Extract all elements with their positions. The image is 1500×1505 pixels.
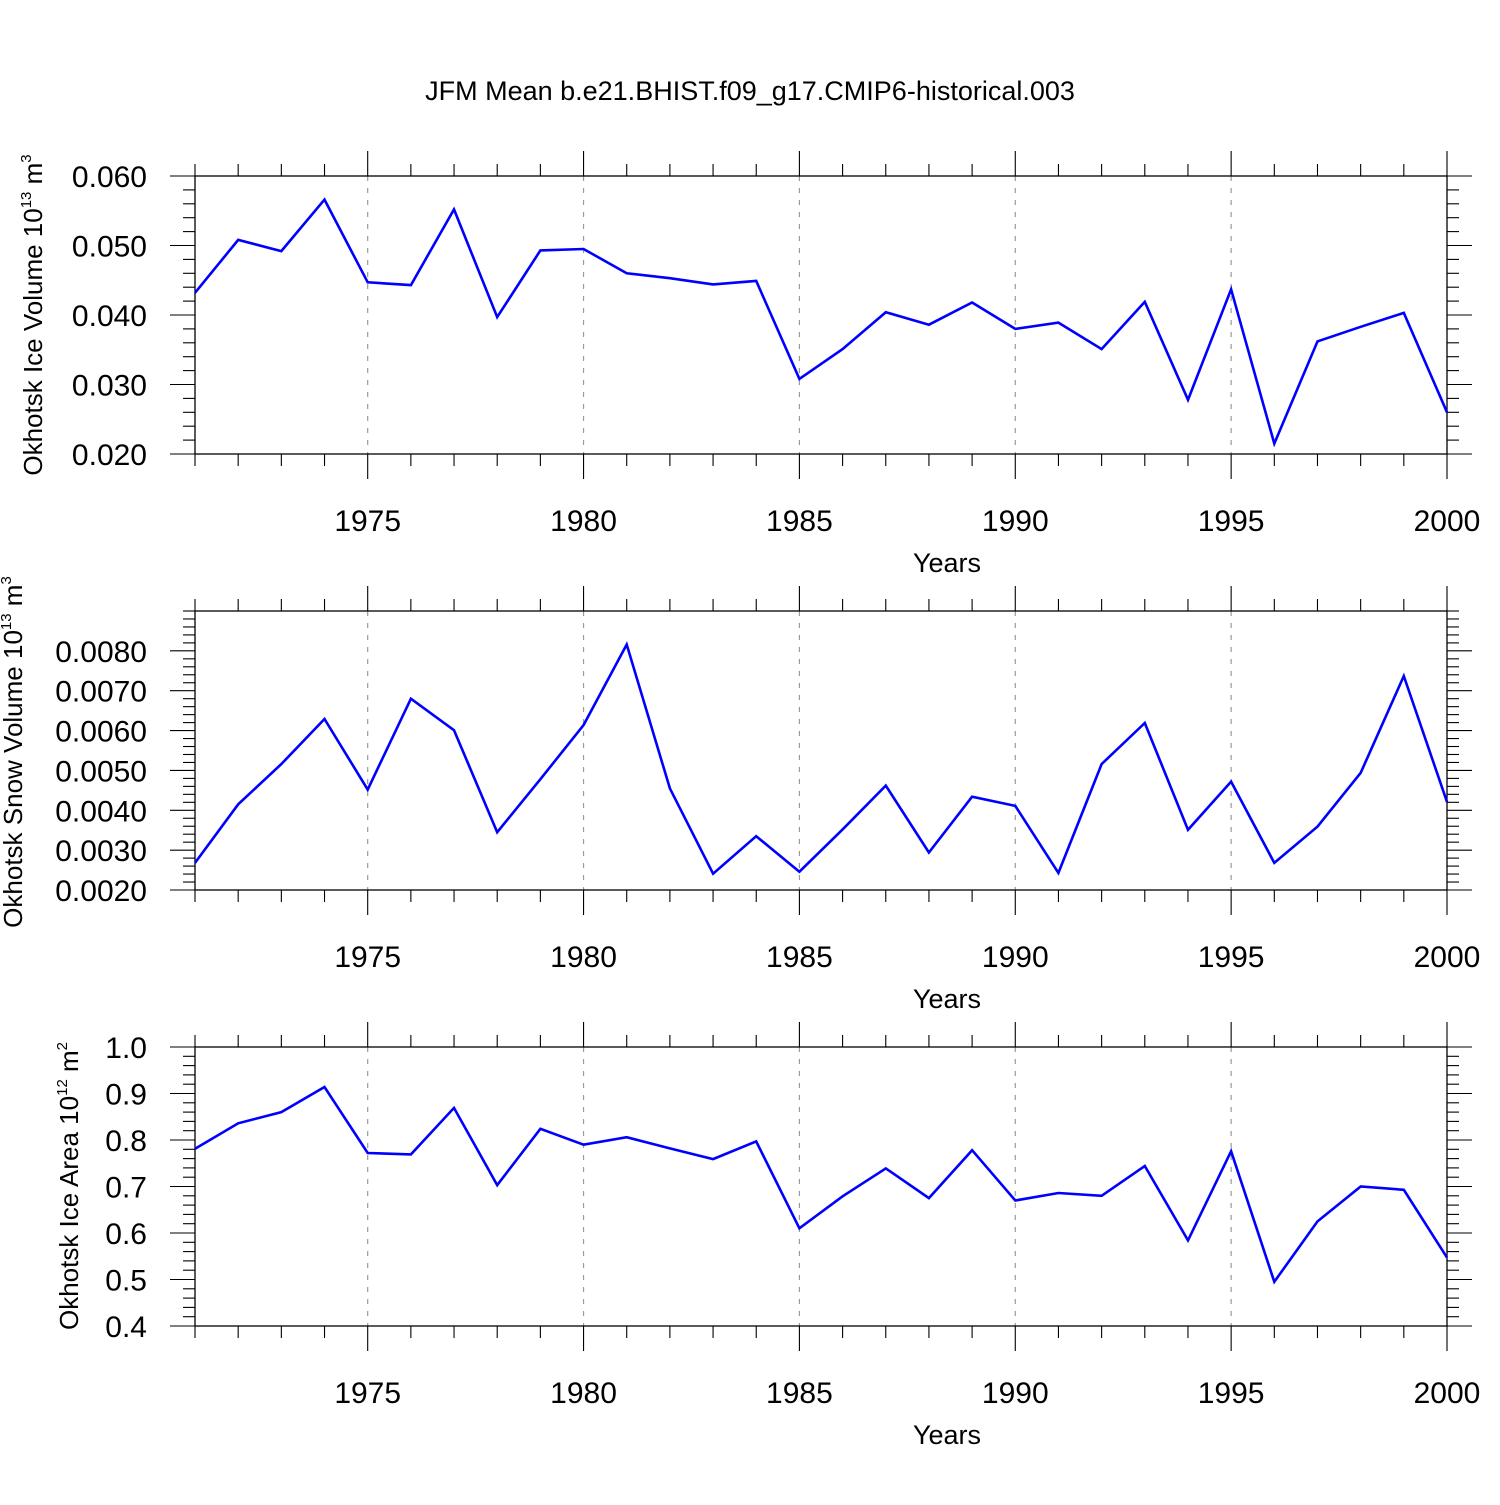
y-tick-label: 0.020 — [72, 439, 147, 472]
y-axis-title: Okhotsk Snow Volume 1013 m3 — [0, 576, 28, 928]
x-tick-label: 1985 — [766, 941, 833, 974]
series-line-okhotsk-ice-volume — [193, 197, 1449, 448]
plot-frame — [194, 610, 1448, 891]
x-axis-title: Years — [913, 984, 981, 1014]
y-tick-label: 0.040 — [72, 300, 147, 333]
x-tick-label: 1980 — [550, 1377, 617, 1410]
y-tick-label: 0.0020 — [55, 875, 147, 908]
y-tick-label: 0.4 — [105, 1311, 147, 1344]
x-tick-label: 1980 — [550, 505, 617, 538]
y-tick-label: 0.050 — [72, 231, 147, 264]
y-title-superscript: 13 — [18, 192, 35, 209]
panel-2: 1975 1980 1985 1990 1995 2000 0.0020 0.0030 0.00… — [0, 576, 1480, 1014]
x-tick-label: 1990 — [982, 941, 1049, 974]
y-tick-label: 0.6 — [105, 1218, 147, 1251]
y-tick-label: 0.9 — [105, 1079, 147, 1112]
y-title-text: m — [18, 163, 48, 192]
y-tick-label: 0.030 — [72, 370, 147, 403]
x-tick-label: 1995 — [1198, 941, 1265, 974]
x-axis-title: Years — [913, 548, 981, 578]
panel-1: 1975 1980 1985 1990 1995 2000 0.020 0.030 0.040 0… — [18, 151, 1480, 578]
y-title-text: Okhotsk Ice Volume 10 — [18, 208, 48, 475]
y-tick-label: 0.060 — [72, 161, 147, 194]
series-line-okhotsk-snow-volume — [193, 641, 1449, 876]
x-tick-label: 1995 — [1198, 1377, 1265, 1410]
y-tick-label: 0.8 — [105, 1125, 147, 1158]
y-title-superscript: 3 — [18, 154, 35, 162]
x-tick-label: 1975 — [334, 505, 401, 538]
y-title-text: m — [54, 1050, 84, 1079]
x-axis-title: Years — [913, 1420, 981, 1450]
y-tick-label: 0.7 — [105, 1172, 147, 1205]
chart-title: JFM Mean b.e21.BHIST.f09_g17.CMIP6-histo… — [425, 76, 1075, 106]
y-tick-label: 0.0050 — [55, 755, 147, 788]
y-title-superscript: 3 — [0, 576, 15, 584]
plot-frame — [194, 1046, 1448, 1327]
x-tick-label: 1975 — [334, 1377, 401, 1410]
y-tick-label: 0.5 — [105, 1265, 147, 1298]
x-tick-label: 2000 — [1414, 505, 1481, 538]
y-title-superscript: 13 — [0, 613, 15, 630]
y-tick-label: 0.0070 — [55, 676, 147, 709]
x-tick-label: 2000 — [1414, 1377, 1481, 1410]
y-tick-label: 0.0080 — [55, 636, 147, 669]
plot-frame — [194, 175, 1448, 455]
y-title-text: m — [0, 585, 28, 614]
y-axis-title: Okhotsk Ice Area 1012 m2 — [54, 1042, 84, 1330]
x-tick-label: 1995 — [1198, 505, 1265, 538]
y-tick-label: 1.0 — [105, 1032, 147, 1065]
y-title-superscript: 2 — [54, 1042, 71, 1050]
series-line-okhotsk-ice-area — [194, 1085, 1449, 1285]
y-tick-label: 0.0060 — [55, 716, 147, 749]
x-tick-label: 1985 — [766, 505, 833, 538]
x-tick-label: 2000 — [1414, 941, 1481, 974]
x-tick-label: 1975 — [334, 941, 401, 974]
x-tick-label: 1990 — [982, 505, 1049, 538]
panel-3: 1975 1980 1985 1990 1995 2000 0.4 0.5 0.6 0.7 0.8 0… — [54, 1022, 1480, 1450]
y-title-text: Okhotsk Ice Area 10 — [54, 1096, 84, 1330]
panels: 1975 1980 1985 1990 1995 2000 0.020 0.030 0.040 0… — [0, 151, 1480, 1450]
y-tick-label: 0.0030 — [55, 835, 147, 868]
y-title-text: Okhotsk Snow Volume 10 — [0, 630, 28, 928]
y-axis-title: Okhotsk Ice Volume 1013 m3 — [18, 154, 48, 475]
y-tick-label: 0.0040 — [55, 795, 147, 828]
x-tick-label: 1980 — [550, 941, 617, 974]
x-tick-label: 1990 — [982, 1377, 1049, 1410]
x-tick-label: 1985 — [766, 1377, 833, 1410]
y-title-superscript: 12 — [54, 1079, 71, 1096]
